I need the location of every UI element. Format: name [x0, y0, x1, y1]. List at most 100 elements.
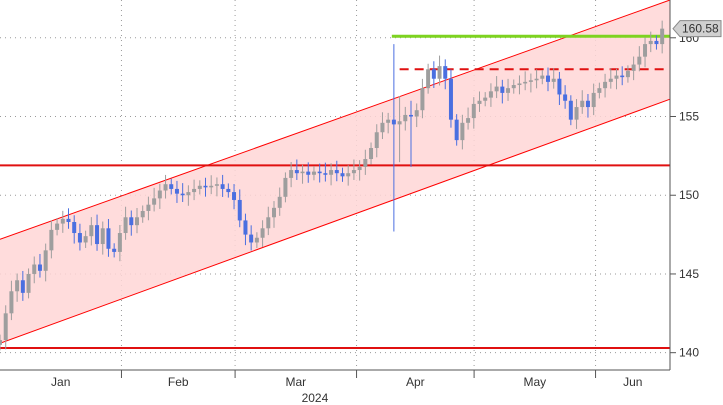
candle-body [420, 88, 425, 111]
candle-body [140, 210, 145, 218]
candle-body [380, 122, 385, 133]
candle-body [117, 233, 122, 252]
candle-body [414, 110, 419, 117]
x-tick-label: May [523, 375, 546, 389]
candle-body [477, 100, 482, 104]
candle-body [403, 114, 408, 122]
candle-body [454, 119, 459, 141]
candle-body [220, 184, 225, 189]
candle-body [157, 190, 162, 199]
candle-body [608, 78, 613, 82]
candle-body [426, 69, 431, 89]
candle-body [540, 75, 545, 79]
candle-body [660, 28, 665, 45]
candle-body [174, 188, 179, 194]
candle-body [9, 291, 14, 314]
x-tick-label: Jun [623, 375, 642, 389]
x-axis-year-label: 2024 [302, 391, 329, 405]
candle-body [500, 86, 505, 93]
candle-body [72, 222, 77, 234]
y-tick-label: 150 [679, 188, 699, 202]
candle-body [323, 173, 328, 175]
candle-body [528, 80, 533, 82]
candle-body [437, 66, 442, 79]
candle-body [311, 171, 316, 175]
candle-body [3, 313, 8, 341]
candle-body [15, 280, 20, 292]
candle-body [580, 100, 585, 108]
candle-body [511, 85, 516, 89]
candle-body [431, 69, 436, 79]
candle-body [237, 199, 242, 221]
x-tick-label: Mar [285, 375, 306, 389]
candle-body [146, 204, 151, 211]
candle-body [597, 88, 602, 93]
candle-body [563, 94, 568, 101]
candle-body [643, 44, 648, 57]
candle-body [106, 228, 111, 249]
candle-body [49, 229, 54, 251]
candle-body [460, 122, 465, 141]
candles [0, 20, 665, 351]
candle-body [254, 237, 259, 243]
candle-body [603, 81, 608, 89]
candle-body [369, 148, 374, 160]
candle-body [488, 91, 493, 98]
candle-body [620, 75, 625, 78]
candle-body [192, 188, 197, 193]
candle-body [129, 217, 134, 226]
candle-body [66, 218, 71, 222]
candle-body [471, 103, 476, 119]
candle-body [346, 173, 351, 177]
candle-body [209, 185, 214, 188]
candle-body [397, 121, 402, 125]
candle-body [249, 234, 254, 243]
candle-body [614, 75, 619, 79]
candle-body [300, 171, 305, 174]
candle-body [89, 225, 94, 237]
candle-body [637, 56, 642, 65]
candle-body [351, 170, 356, 174]
candle-body [272, 207, 276, 218]
y-tick-label: 155 [679, 110, 699, 124]
candle-body [266, 217, 271, 229]
candle-body [483, 97, 488, 101]
candle-body [306, 171, 311, 175]
channel-lower-line [0, 98, 671, 344]
candle-body [83, 236, 88, 243]
candle-body [77, 233, 82, 243]
candle-body [448, 78, 453, 120]
candle-body [243, 220, 248, 235]
candle-body [386, 119, 391, 123]
candle-body [43, 250, 48, 271]
candle-body [203, 185, 208, 188]
candle-body [494, 86, 499, 92]
candle-body [180, 193, 185, 196]
candle-body [551, 78, 556, 82]
candle-body [289, 170, 294, 178]
last-price-tag-shape [672, 20, 722, 38]
candle-body [329, 170, 334, 175]
candle-body [591, 92, 596, 108]
candle-body [631, 64, 636, 71]
candle-body [60, 218, 65, 224]
candle-body [55, 223, 60, 230]
last-price-tag: 160.58 [672, 20, 722, 38]
x-axis: Jan Feb Mar Apr May Jun [0, 369, 670, 389]
candle-body [443, 66, 448, 79]
y-tick-label: 140 [679, 346, 699, 360]
candle-body [391, 119, 396, 125]
candle-body [152, 198, 157, 205]
candle-body [277, 196, 282, 208]
candle-body [334, 170, 339, 174]
x-tick-label: Feb [168, 375, 189, 389]
candle-body [186, 192, 191, 196]
candle-body [545, 75, 550, 82]
channel-upper-line [0, 0, 671, 240]
candle-body [294, 170, 299, 174]
candle-body [534, 78, 539, 81]
candle-body [357, 166, 362, 171]
candle-body [20, 280, 25, 293]
candle-body [226, 188, 231, 193]
candle-body [557, 78, 562, 95]
